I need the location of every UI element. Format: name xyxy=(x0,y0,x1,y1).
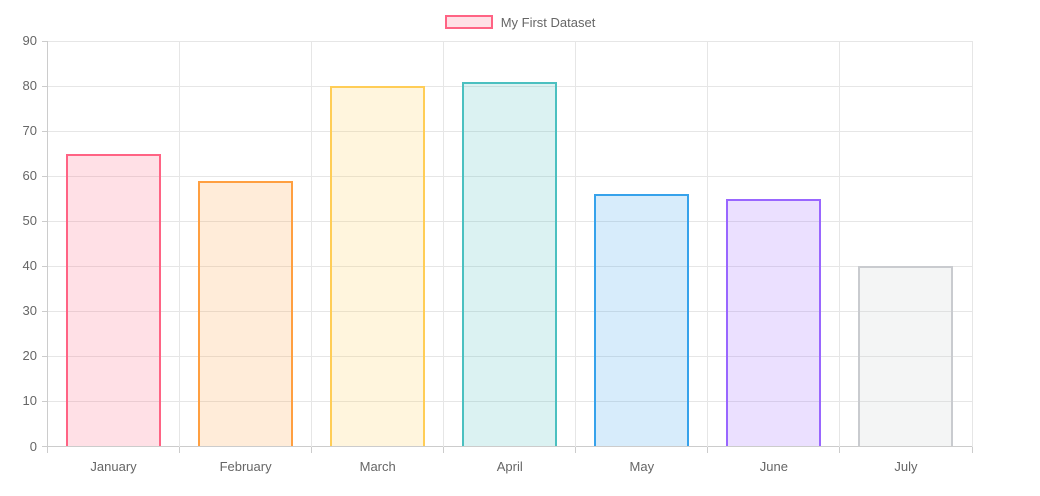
x-tick-label: May xyxy=(629,459,655,474)
x-axis-tick xyxy=(47,446,48,453)
x-axis-tick xyxy=(179,446,181,453)
y-axis-tick xyxy=(41,265,48,267)
y-gridline xyxy=(47,40,972,42)
x-axis-tick xyxy=(311,446,313,453)
y-tick-label: 10 xyxy=(22,393,37,409)
y-axis-tick xyxy=(41,446,48,447)
x-axis-tick xyxy=(575,446,577,453)
x-gridline xyxy=(47,41,48,447)
y-tick-label: 90 xyxy=(22,33,37,48)
y-tick-label: 50 xyxy=(22,213,37,229)
y-tick-label: 30 xyxy=(22,303,37,319)
bar-july[interactable] xyxy=(858,266,954,447)
x-gridline xyxy=(443,41,445,447)
y-gridline xyxy=(47,265,972,267)
x-axis-tick xyxy=(443,446,445,453)
bar-june[interactable] xyxy=(726,198,822,447)
y-gridline xyxy=(47,400,972,402)
y-tick-label: 0 xyxy=(29,438,37,454)
y-gridline xyxy=(47,85,972,87)
y-axis-tick xyxy=(41,40,48,42)
x-tick-label: July xyxy=(894,459,918,474)
y-gridline xyxy=(47,220,972,222)
y-tick-label: 60 xyxy=(22,168,37,184)
x-gridline xyxy=(839,41,841,447)
y-axis-tick xyxy=(41,85,48,87)
y-tick-label: 20 xyxy=(22,348,37,364)
bar-january[interactable] xyxy=(66,153,162,447)
x-tick-label: January xyxy=(90,459,137,474)
x-gridline xyxy=(179,41,181,447)
bar-may[interactable] xyxy=(594,194,690,447)
y-axis-tick xyxy=(41,310,48,312)
y-gridline xyxy=(47,310,972,312)
x-tick-label: March xyxy=(359,459,396,474)
x-tick-label: February xyxy=(219,459,272,474)
x-gridline xyxy=(575,41,577,447)
bar-february[interactable] xyxy=(198,180,294,447)
y-tick-label: 40 xyxy=(22,258,37,274)
y-axis-tick xyxy=(41,130,48,132)
y-gridline xyxy=(47,355,972,357)
legend-item[interactable]: My First Dataset xyxy=(0,12,1040,32)
y-axis-tick xyxy=(41,355,48,357)
bar-april[interactable] xyxy=(462,81,558,447)
x-tick-label: June xyxy=(759,459,788,474)
y-axis-tick xyxy=(41,175,48,177)
y-gridline xyxy=(47,175,972,177)
y-gridline xyxy=(47,130,972,132)
x-gridline xyxy=(311,41,313,447)
legend-label: My First Dataset xyxy=(500,14,596,30)
y-axis-tick xyxy=(41,220,48,222)
y-tick-label: 70 xyxy=(22,123,37,139)
x-tick-label: April xyxy=(496,459,523,474)
x-gridline xyxy=(707,41,709,447)
legend-swatch-icon xyxy=(444,15,493,29)
y-gridline xyxy=(47,446,972,447)
x-gridline xyxy=(971,41,973,447)
y-tick-label: 80 xyxy=(22,78,37,94)
x-axis-tick xyxy=(707,446,709,453)
x-axis-tick xyxy=(971,446,973,453)
x-axis-tick xyxy=(839,446,841,453)
bar-march[interactable] xyxy=(330,86,426,447)
y-axis-tick xyxy=(41,400,48,402)
